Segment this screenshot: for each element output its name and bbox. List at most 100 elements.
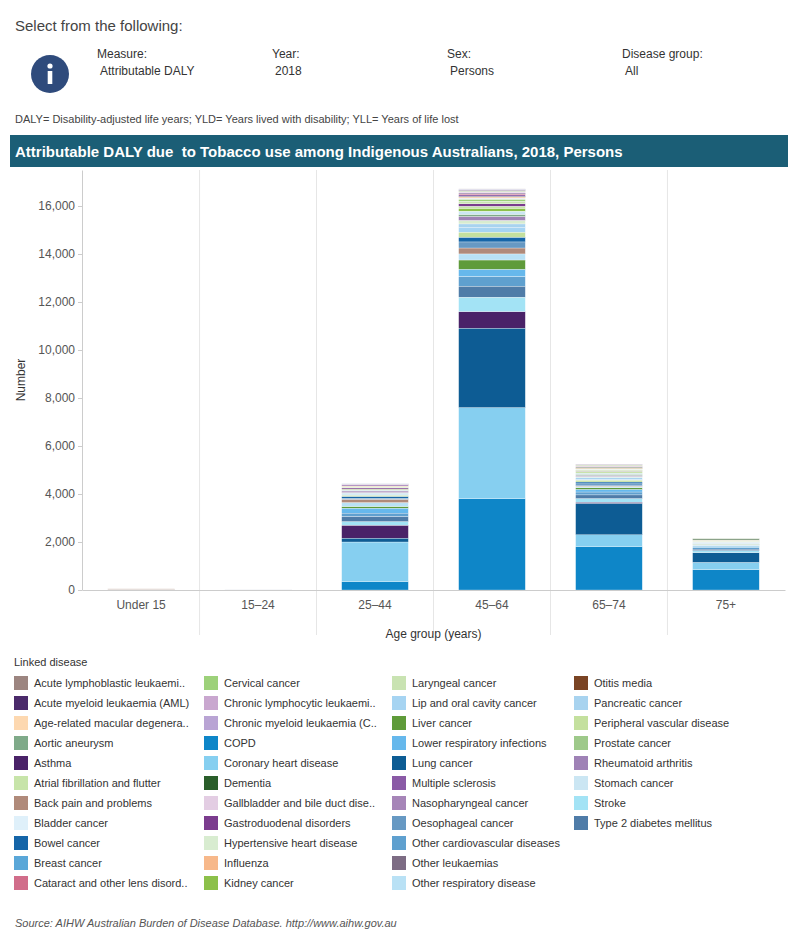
legend-label: Otitis media <box>594 677 653 689</box>
bar-segment <box>342 489 409 490</box>
bar-segment <box>225 589 292 590</box>
bar-segment <box>108 589 175 590</box>
series <box>342 242 760 545</box>
bar-segment <box>576 468 643 470</box>
bar-segment <box>576 482 643 484</box>
x-tick: 45–64 <box>475 590 509 612</box>
bar-segment <box>225 589 292 590</box>
bar-segment <box>108 589 175 590</box>
bar-segment <box>459 189 526 190</box>
legend-label: Cataract and other lens disord.. <box>34 877 187 889</box>
bar-segment <box>225 589 292 590</box>
bar-segment <box>225 589 292 590</box>
bar-segment <box>576 467 643 469</box>
info-icon <box>31 55 69 93</box>
bars <box>108 189 760 590</box>
bar-segment <box>342 484 409 485</box>
legend-swatch <box>574 776 588 790</box>
bar-segment <box>108 589 175 590</box>
bar-segment <box>342 486 409 488</box>
y-tick-mark <box>78 494 82 495</box>
bar-segment <box>225 590 292 591</box>
bar-segment <box>225 589 292 590</box>
series <box>342 198 760 541</box>
bar-segment <box>225 590 292 591</box>
category-separator <box>316 170 317 635</box>
legend-label: Influenza <box>224 857 270 869</box>
legend-swatch <box>204 676 218 690</box>
series <box>459 192 760 539</box>
legend-swatch <box>14 796 28 810</box>
bar-segment <box>342 483 409 484</box>
category-separator <box>199 170 200 635</box>
legend-label: Lower respiratory infections <box>412 737 547 749</box>
series <box>342 277 760 549</box>
legend-label: Rheumatoid arthritis <box>594 757 693 769</box>
bar-segment <box>108 589 175 590</box>
y-tick: 0 <box>68 583 82 597</box>
series <box>342 254 760 546</box>
bar-segment <box>693 562 760 569</box>
bar-segment <box>459 328 526 407</box>
bar-segment <box>342 484 409 485</box>
series <box>342 204 760 541</box>
legend-label: Nasopharyngeal cancer <box>412 797 529 809</box>
series <box>342 190 643 484</box>
y-tick-mark <box>78 590 82 591</box>
legend-swatch <box>574 676 588 690</box>
series <box>342 206 760 542</box>
legend-swatch <box>14 856 28 870</box>
legend-swatch <box>14 776 28 790</box>
bar-segment <box>459 204 526 206</box>
bar-segment <box>459 190 526 192</box>
bar-segment <box>459 248 526 254</box>
x-tick: 65–74 <box>592 590 626 612</box>
bar-segment <box>576 464 643 465</box>
bar-segment <box>693 544 760 545</box>
bar-segment <box>576 547 643 590</box>
bar-segment <box>693 543 760 544</box>
bar-segment <box>225 589 292 590</box>
bar-segment <box>108 589 175 590</box>
bar-segment <box>576 466 643 467</box>
legend-label: Other leukaemias <box>412 857 499 869</box>
series <box>459 196 760 540</box>
bar-segment <box>693 538 760 539</box>
bar-segment <box>693 538 760 539</box>
bar-segment <box>459 188 526 189</box>
bar-segment <box>459 200 526 202</box>
bar-segment <box>108 589 175 590</box>
bar-segment <box>693 539 760 541</box>
bar-segment <box>576 464 643 465</box>
bar-segment <box>459 260 526 270</box>
y-tick-mark <box>78 446 82 447</box>
legend-label: Age-related macular degenera.. <box>34 717 189 729</box>
legend-swatch <box>204 796 218 810</box>
x-tick-label: 25–44 <box>358 598 392 612</box>
x-tick-label: 15–24 <box>241 598 275 612</box>
legend-swatch <box>392 756 406 770</box>
series <box>342 201 760 541</box>
bar-segment <box>108 589 175 590</box>
legend-label: Aortic aneurysm <box>34 737 113 749</box>
series <box>342 499 760 590</box>
bar-segment <box>225 589 292 590</box>
bar-segment <box>342 491 409 492</box>
bar-segment <box>693 538 760 539</box>
legend-swatch <box>392 736 406 750</box>
bar-segment <box>459 312 526 329</box>
legend-swatch <box>14 816 28 830</box>
bar-segment <box>693 541 760 542</box>
bar-segment <box>693 540 760 541</box>
bar-segment <box>225 589 292 590</box>
bar-segment <box>108 588 175 589</box>
bar-segment <box>225 589 292 590</box>
bar-segment <box>459 214 526 216</box>
y-tick-label: 12,000 <box>38 295 75 309</box>
bar-segment <box>108 589 175 590</box>
legend-swatch <box>574 796 588 810</box>
legend: Linked diseaseAcute lymphoblastic leukae… <box>14 656 729 890</box>
legend-swatch <box>392 716 406 730</box>
legend-swatch <box>574 736 588 750</box>
legend-swatch <box>392 856 406 870</box>
